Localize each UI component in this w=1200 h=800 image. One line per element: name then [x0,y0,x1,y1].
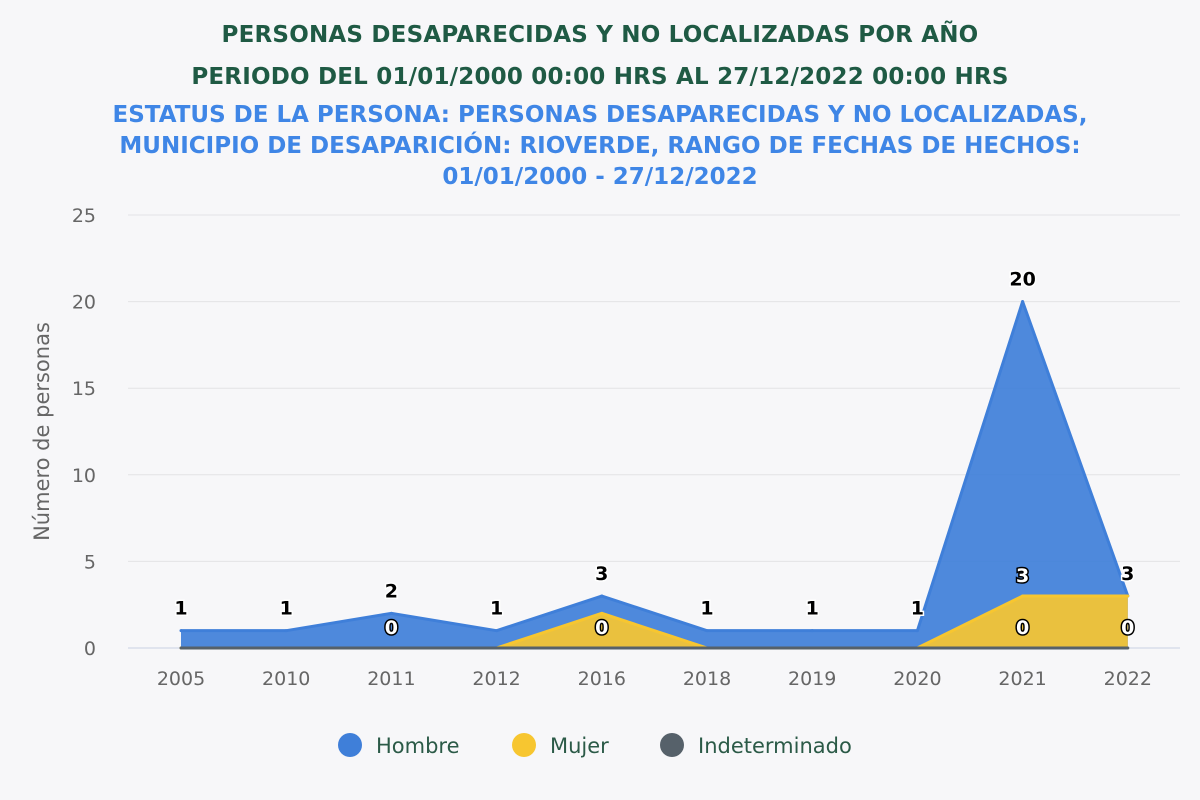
data-label: 1 [806,598,819,620]
y-tick-label: 10 [72,465,96,487]
data-label: 0 [595,617,608,639]
legend-label-mujer[interactable]: Mujer [550,734,609,758]
y-tick-label: 25 [72,205,96,227]
data-label: 3 [1016,565,1029,587]
x-tick-label: 2019 [788,668,836,690]
data-point-mujer [1126,594,1130,598]
chart-title-period: PERIODO DEL 01/01/2000 00:00 HRS AL 27/1… [191,64,1009,90]
data-point-mujer [1021,594,1025,598]
x-tick-label: 2021 [998,668,1046,690]
data-point-indeterminado [915,646,919,650]
data-label: 3 [595,563,608,585]
x-tick-label: 2012 [472,668,520,690]
y-tick-label: 0 [84,638,96,660]
data-label: 20 [1009,269,1035,291]
data-label: 1 [700,598,713,620]
data-point-indeterminado [389,646,393,650]
data-point-indeterminado [705,646,709,650]
x-tick-label: 2020 [893,668,941,690]
data-point-indeterminado [810,646,814,650]
line-hombre [181,300,1130,633]
data-point-indeterminado [284,646,288,650]
area-mujer [181,596,1128,648]
data-label: 0 [1121,617,1134,639]
y-tick-label: 20 [72,292,96,314]
chart-title: PERSONAS DESAPARECIDAS Y NO LOCALIZADAS … [221,22,979,48]
data-point-hombre [389,611,393,615]
data-point-mujer [600,611,604,615]
chart-subtitle: ESTATUS DE LA PERSONA: PERSONAS DESAPARE… [112,102,1088,190]
legend-label-hombre[interactable]: Hombre [376,734,460,758]
data-point-indeterminado [495,646,499,650]
data-point-hombre [810,629,814,633]
data-label: 1 [490,598,503,620]
data-label: 1 [911,598,924,620]
x-tick-label: 2010 [262,668,310,690]
data-point-hombre [1021,300,1025,304]
data-point-indeterminado [179,646,183,650]
x-tick-label: 2018 [683,668,731,690]
data-label: 0 [1016,617,1029,639]
y-tick-label: 15 [72,378,96,400]
legend-marker-indeterminado[interactable] [660,733,684,757]
y-axis-label: Número de personas [30,322,54,541]
data-point-hombre [600,594,604,598]
x-tick-label: 2005 [157,668,205,690]
data-point-indeterminado [1126,646,1130,650]
x-tick-label: 2011 [367,668,415,690]
data-point-indeterminado [600,646,604,650]
data-point-hombre [284,629,288,633]
x-tick-label: 2022 [1104,668,1152,690]
data-label: 0 [385,617,398,639]
data-label: 1 [280,598,293,620]
data-point-indeterminado [1021,646,1025,650]
y-tick-label: 5 [84,551,96,573]
legend-marker-mujer[interactable] [512,733,536,757]
data-point-hombre [705,629,709,633]
legend-marker-hombre[interactable] [338,733,362,757]
data-label: 2 [385,580,398,602]
data-point-hombre [915,629,919,633]
data-label: 1 [174,598,187,620]
data-label: 3 [1121,563,1134,585]
x-tick-label: 2016 [578,668,626,690]
legend-label-indeterminado[interactable]: Indeterminado [698,734,852,758]
data-point-hombre [495,629,499,633]
data-point-hombre [179,629,183,633]
